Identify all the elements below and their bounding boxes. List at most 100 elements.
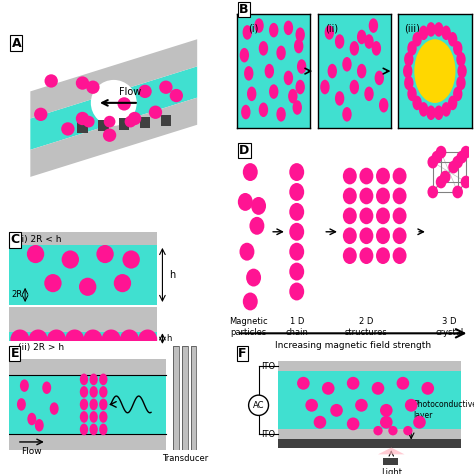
Polygon shape bbox=[378, 447, 404, 455]
Circle shape bbox=[330, 404, 343, 417]
Text: D: D bbox=[239, 144, 250, 157]
Circle shape bbox=[120, 329, 139, 349]
Bar bbox=[9, 358, 166, 375]
Circle shape bbox=[392, 168, 407, 184]
Circle shape bbox=[376, 247, 390, 264]
Circle shape bbox=[104, 116, 116, 128]
Text: Light: Light bbox=[381, 468, 402, 474]
Circle shape bbox=[61, 122, 74, 136]
Circle shape bbox=[365, 87, 374, 101]
Circle shape bbox=[80, 411, 88, 423]
Circle shape bbox=[343, 228, 357, 244]
Circle shape bbox=[343, 168, 357, 184]
Circle shape bbox=[149, 106, 162, 119]
Text: AC: AC bbox=[253, 401, 264, 410]
Circle shape bbox=[76, 76, 89, 90]
Circle shape bbox=[159, 81, 173, 94]
Circle shape bbox=[20, 379, 29, 392]
Circle shape bbox=[294, 39, 303, 54]
Text: E: E bbox=[10, 347, 19, 360]
Bar bbox=[161, 115, 171, 127]
Circle shape bbox=[289, 183, 304, 201]
Circle shape bbox=[99, 399, 108, 410]
Circle shape bbox=[114, 274, 131, 292]
Circle shape bbox=[259, 41, 268, 55]
Circle shape bbox=[83, 116, 95, 128]
Circle shape bbox=[365, 34, 374, 49]
Text: Increasing magnetic field strength: Increasing magnetic field strength bbox=[275, 341, 431, 350]
Bar bbox=[77, 122, 88, 133]
Circle shape bbox=[380, 416, 392, 428]
Bar bbox=[9, 348, 157, 374]
Circle shape bbox=[80, 399, 88, 410]
Circle shape bbox=[128, 112, 141, 125]
Circle shape bbox=[103, 128, 116, 142]
Circle shape bbox=[284, 20, 293, 35]
Circle shape bbox=[90, 399, 98, 410]
Circle shape bbox=[342, 57, 352, 72]
Text: (i): (i) bbox=[248, 23, 258, 33]
Circle shape bbox=[305, 399, 318, 412]
Circle shape bbox=[325, 25, 334, 40]
Circle shape bbox=[80, 374, 88, 385]
Circle shape bbox=[62, 250, 79, 269]
Text: h: h bbox=[166, 334, 171, 343]
Circle shape bbox=[343, 208, 357, 224]
Circle shape bbox=[453, 87, 463, 101]
Circle shape bbox=[90, 411, 98, 423]
Text: B: B bbox=[239, 3, 249, 16]
Text: C: C bbox=[10, 233, 19, 246]
Circle shape bbox=[407, 87, 417, 101]
Circle shape bbox=[27, 413, 36, 425]
Circle shape bbox=[392, 247, 407, 264]
Text: Magnetic
particles: Magnetic particles bbox=[229, 318, 268, 337]
Circle shape bbox=[372, 382, 384, 395]
Circle shape bbox=[90, 374, 98, 385]
Circle shape bbox=[80, 386, 88, 398]
Bar bbox=[9, 232, 157, 245]
Circle shape bbox=[403, 64, 412, 78]
Circle shape bbox=[453, 41, 463, 55]
Circle shape bbox=[295, 80, 305, 94]
Circle shape bbox=[289, 283, 304, 301]
Circle shape bbox=[388, 426, 398, 436]
Circle shape bbox=[407, 41, 417, 55]
Circle shape bbox=[379, 98, 388, 112]
Circle shape bbox=[170, 89, 183, 102]
Text: ITO: ITO bbox=[261, 362, 275, 371]
Circle shape bbox=[419, 102, 428, 117]
Circle shape bbox=[347, 418, 359, 430]
Circle shape bbox=[441, 102, 451, 117]
Circle shape bbox=[343, 247, 357, 264]
Circle shape bbox=[452, 186, 463, 198]
Text: 2 D
structures: 2 D structures bbox=[345, 318, 388, 337]
Circle shape bbox=[404, 52, 413, 66]
Circle shape bbox=[428, 186, 438, 198]
Circle shape bbox=[35, 419, 44, 431]
Text: (iii): (iii) bbox=[404, 23, 420, 33]
Circle shape bbox=[359, 228, 374, 244]
Circle shape bbox=[448, 32, 457, 46]
Bar bbox=[279, 429, 461, 439]
Circle shape bbox=[461, 176, 471, 188]
Circle shape bbox=[295, 27, 305, 42]
Bar bbox=[9, 245, 157, 305]
Bar bbox=[279, 372, 461, 429]
Circle shape bbox=[269, 23, 278, 37]
Bar bbox=[140, 117, 150, 128]
Circle shape bbox=[350, 41, 359, 55]
Circle shape bbox=[288, 89, 298, 103]
Text: Transducer: Transducer bbox=[162, 455, 209, 464]
Bar bbox=[182, 346, 188, 450]
Circle shape bbox=[335, 34, 344, 49]
Circle shape bbox=[138, 329, 157, 349]
Bar bbox=[279, 361, 461, 372]
Circle shape bbox=[452, 156, 463, 168]
Polygon shape bbox=[30, 66, 197, 150]
Circle shape bbox=[243, 25, 252, 40]
Polygon shape bbox=[30, 98, 197, 177]
Circle shape bbox=[441, 26, 451, 40]
Circle shape bbox=[456, 151, 467, 164]
Circle shape bbox=[27, 245, 44, 263]
Circle shape bbox=[413, 416, 426, 428]
